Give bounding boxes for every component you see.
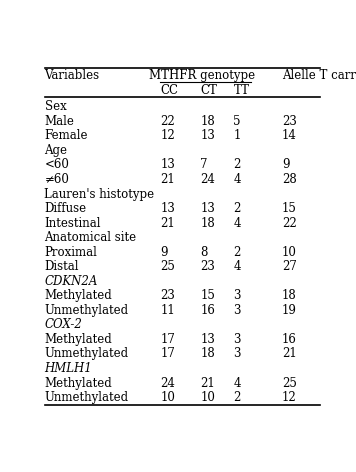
Text: CT: CT xyxy=(200,84,217,97)
Text: 4: 4 xyxy=(234,377,241,389)
Text: 25: 25 xyxy=(282,377,297,389)
Text: 15: 15 xyxy=(282,202,297,215)
Text: 7: 7 xyxy=(200,159,208,171)
Text: 4: 4 xyxy=(234,260,241,273)
Text: 9: 9 xyxy=(160,245,168,259)
Text: Lauren's histotype: Lauren's histotype xyxy=(44,187,155,201)
Text: 24: 24 xyxy=(200,173,215,186)
Text: 23: 23 xyxy=(160,289,175,302)
Text: 21: 21 xyxy=(282,347,297,361)
Text: 4: 4 xyxy=(234,173,241,186)
Text: 12: 12 xyxy=(160,129,175,143)
Text: 3: 3 xyxy=(234,304,241,317)
Text: CC: CC xyxy=(160,84,178,97)
Text: 8: 8 xyxy=(200,245,208,259)
Text: 21: 21 xyxy=(200,377,215,389)
Text: Anatomical site: Anatomical site xyxy=(44,231,137,244)
Text: Alelle T carriers: Alelle T carriers xyxy=(282,69,356,82)
Text: 17: 17 xyxy=(160,347,175,361)
Text: 18: 18 xyxy=(200,115,215,128)
Text: 11: 11 xyxy=(160,304,175,317)
Text: 13: 13 xyxy=(200,202,215,215)
Text: Methylated: Methylated xyxy=(44,377,112,389)
Text: HMLH1: HMLH1 xyxy=(44,362,92,375)
Text: 3: 3 xyxy=(234,333,241,346)
Text: 18: 18 xyxy=(282,289,297,302)
Text: Female: Female xyxy=(44,129,88,143)
Text: 13: 13 xyxy=(200,333,215,346)
Text: 3: 3 xyxy=(234,347,241,361)
Text: 10: 10 xyxy=(200,391,215,404)
Text: Sex: Sex xyxy=(44,100,66,113)
Text: 14: 14 xyxy=(282,129,297,143)
Text: 22: 22 xyxy=(282,217,297,229)
Text: Male: Male xyxy=(44,115,74,128)
Text: Age: Age xyxy=(44,144,68,157)
Text: 2: 2 xyxy=(234,391,241,404)
Text: 16: 16 xyxy=(200,304,215,317)
Text: Intestinal: Intestinal xyxy=(44,217,101,229)
Text: 21: 21 xyxy=(160,217,175,229)
Text: Variables: Variables xyxy=(44,69,100,82)
Text: Methylated: Methylated xyxy=(44,333,112,346)
Text: 2: 2 xyxy=(234,245,241,259)
Text: 9: 9 xyxy=(282,159,289,171)
Text: 22: 22 xyxy=(160,115,175,128)
Text: 13: 13 xyxy=(160,159,175,171)
Text: Methylated: Methylated xyxy=(44,289,112,302)
Text: 19: 19 xyxy=(282,304,297,317)
Text: 10: 10 xyxy=(160,391,175,404)
Text: MTHFR genotype: MTHFR genotype xyxy=(150,69,256,82)
Text: 13: 13 xyxy=(200,129,215,143)
Text: <60: <60 xyxy=(44,159,69,171)
Text: Proximal: Proximal xyxy=(44,245,98,259)
Text: 17: 17 xyxy=(160,333,175,346)
Text: 10: 10 xyxy=(282,245,297,259)
Text: Distal: Distal xyxy=(44,260,79,273)
Text: 16: 16 xyxy=(282,333,297,346)
Text: 3: 3 xyxy=(234,289,241,302)
Text: 13: 13 xyxy=(160,202,175,215)
Text: Unmethylated: Unmethylated xyxy=(44,391,129,404)
Text: 25: 25 xyxy=(160,260,175,273)
Text: 18: 18 xyxy=(200,217,215,229)
Text: 23: 23 xyxy=(282,115,297,128)
Text: COX-2: COX-2 xyxy=(44,318,82,331)
Text: Unmethylated: Unmethylated xyxy=(44,347,129,361)
Text: 23: 23 xyxy=(200,260,215,273)
Text: 24: 24 xyxy=(160,377,175,389)
Text: 1: 1 xyxy=(234,129,241,143)
Text: 2: 2 xyxy=(234,202,241,215)
Text: 2: 2 xyxy=(234,159,241,171)
Text: 12: 12 xyxy=(282,391,297,404)
Text: 18: 18 xyxy=(200,347,215,361)
Text: Unmethylated: Unmethylated xyxy=(44,304,129,317)
Text: TT: TT xyxy=(234,84,250,97)
Text: 4: 4 xyxy=(234,217,241,229)
Text: CDKN2A: CDKN2A xyxy=(44,275,98,288)
Text: 28: 28 xyxy=(282,173,297,186)
Text: 15: 15 xyxy=(200,289,215,302)
Text: 5: 5 xyxy=(234,115,241,128)
Text: 21: 21 xyxy=(160,173,175,186)
Text: 27: 27 xyxy=(282,260,297,273)
Text: ≠60: ≠60 xyxy=(44,173,69,186)
Text: Diffuse: Diffuse xyxy=(44,202,87,215)
